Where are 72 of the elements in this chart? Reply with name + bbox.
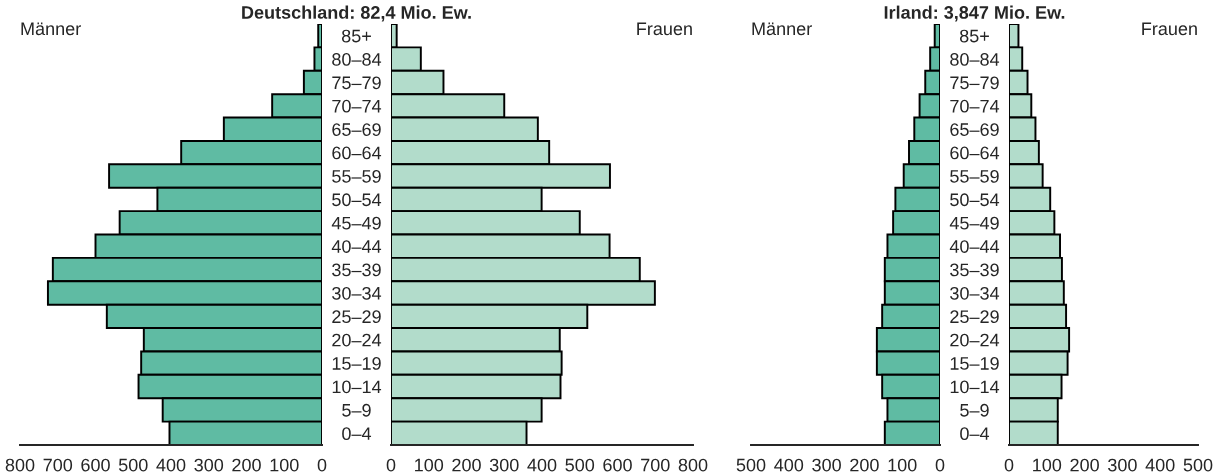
y-tick-label: 15–19 bbox=[332, 357, 381, 370]
y-tick-label: 80–84 bbox=[332, 53, 382, 66]
x-tick-label: 100 bbox=[888, 458, 917, 472]
x-tick-label: 700 bbox=[641, 458, 670, 472]
annotation: Männer bbox=[21, 22, 81, 36]
y-tick-label: 35–39 bbox=[332, 263, 381, 277]
y-tick-label: 25–29 bbox=[332, 310, 381, 324]
y-tick-label: 20–24 bbox=[332, 333, 382, 347]
x-tick-label: 500 bbox=[1183, 458, 1213, 472]
x-tick-label: 400 bbox=[527, 458, 557, 472]
chart-title: Irland: 3,847 Mio. Ew. bbox=[884, 5, 1065, 22]
y-tick-label: 70–74 bbox=[950, 99, 1000, 113]
y-tick-label: 55–59 bbox=[950, 169, 999, 183]
x-tick-label: 600 bbox=[81, 458, 110, 472]
x-tick-label: 0 bbox=[386, 458, 396, 472]
x-tick-label: 400 bbox=[1145, 458, 1175, 472]
x-tick-label: 400 bbox=[156, 458, 186, 472]
y-tick-label: 10–14 bbox=[950, 380, 1000, 394]
x-tick-label: 300 bbox=[1108, 458, 1137, 472]
annotation: Männer bbox=[752, 22, 812, 36]
x-tick-label: 500 bbox=[118, 458, 148, 472]
x-tick-label: 100 bbox=[270, 458, 299, 472]
y-tick-label: 30–34 bbox=[950, 286, 1000, 300]
x-tick-label: 200 bbox=[850, 458, 879, 472]
annotation: Frauen bbox=[1142, 22, 1197, 36]
x-tick-label: 400 bbox=[774, 458, 804, 472]
x-tick-label: 200 bbox=[452, 458, 481, 472]
y-tick-label: 10–14 bbox=[332, 380, 382, 394]
y-tick-label: 30–34 bbox=[332, 286, 382, 300]
y-tick-label: 5–9 bbox=[960, 403, 989, 417]
y-tick-label: 0–4 bbox=[960, 427, 990, 441]
y-tick-label: 35–39 bbox=[950, 263, 999, 277]
x-tick-label: 800 bbox=[678, 458, 708, 472]
y-tick-label: 45–49 bbox=[331, 216, 381, 230]
y-tick-label: 45–49 bbox=[949, 216, 999, 230]
y-tick-label: 60–64 bbox=[950, 146, 1000, 160]
x-tick-label: 200 bbox=[1070, 458, 1099, 472]
x-tick-label: 300 bbox=[194, 458, 224, 472]
y-tick-label: 75–79 bbox=[332, 76, 381, 90]
y-tick-label: 55–59 bbox=[332, 169, 381, 183]
x-tick-label: 300 bbox=[812, 458, 841, 472]
x-tick-label: 0 bbox=[1004, 458, 1014, 472]
y-tick-label: 25–29 bbox=[950, 310, 999, 324]
y-tick-label: 50–54 bbox=[950, 193, 1000, 207]
y-tick-label: 15–19 bbox=[950, 357, 999, 370]
x-tick-label: 100 bbox=[415, 458, 444, 472]
y-tick-label: 80–84 bbox=[950, 53, 1000, 66]
x-tick-label: 0 bbox=[935, 458, 945, 472]
chart-title: Deutschland: 82,4 Mio. Ew. bbox=[242, 5, 471, 22]
x-tick-label: 0 bbox=[317, 458, 327, 472]
annotation: Frauen bbox=[637, 22, 692, 36]
y-tick-label: 65–69 bbox=[950, 123, 999, 136]
y-tick-label: 40–44 bbox=[949, 240, 1000, 253]
y-tick-label: 75–79 bbox=[950, 76, 999, 90]
x-tick-label: 700 bbox=[43, 458, 73, 472]
y-tick-label: 65–69 bbox=[332, 123, 381, 136]
y-tick-label: 85+ bbox=[341, 29, 371, 43]
y-tick-label: 85+ bbox=[959, 29, 989, 43]
x-tick-label: 200 bbox=[232, 458, 261, 472]
y-tick-label: 0–4 bbox=[342, 427, 372, 441]
y-tick-label: 60–64 bbox=[332, 146, 382, 160]
x-tick-label: 800 bbox=[5, 458, 35, 472]
y-tick-label: 20–24 bbox=[950, 333, 1000, 347]
y-tick-label: 40–44 bbox=[331, 240, 382, 253]
y-tick-label: 5–9 bbox=[342, 403, 371, 417]
y-tick-label: 50–54 bbox=[332, 193, 382, 207]
x-tick-label: 100 bbox=[1033, 458, 1062, 472]
x-tick-label: 300 bbox=[489, 458, 519, 472]
x-tick-label: 500 bbox=[736, 458, 766, 472]
x-tick-label: 600 bbox=[603, 458, 632, 472]
x-tick-label: 500 bbox=[565, 458, 595, 472]
y-tick-label: 70–74 bbox=[332, 99, 382, 113]
